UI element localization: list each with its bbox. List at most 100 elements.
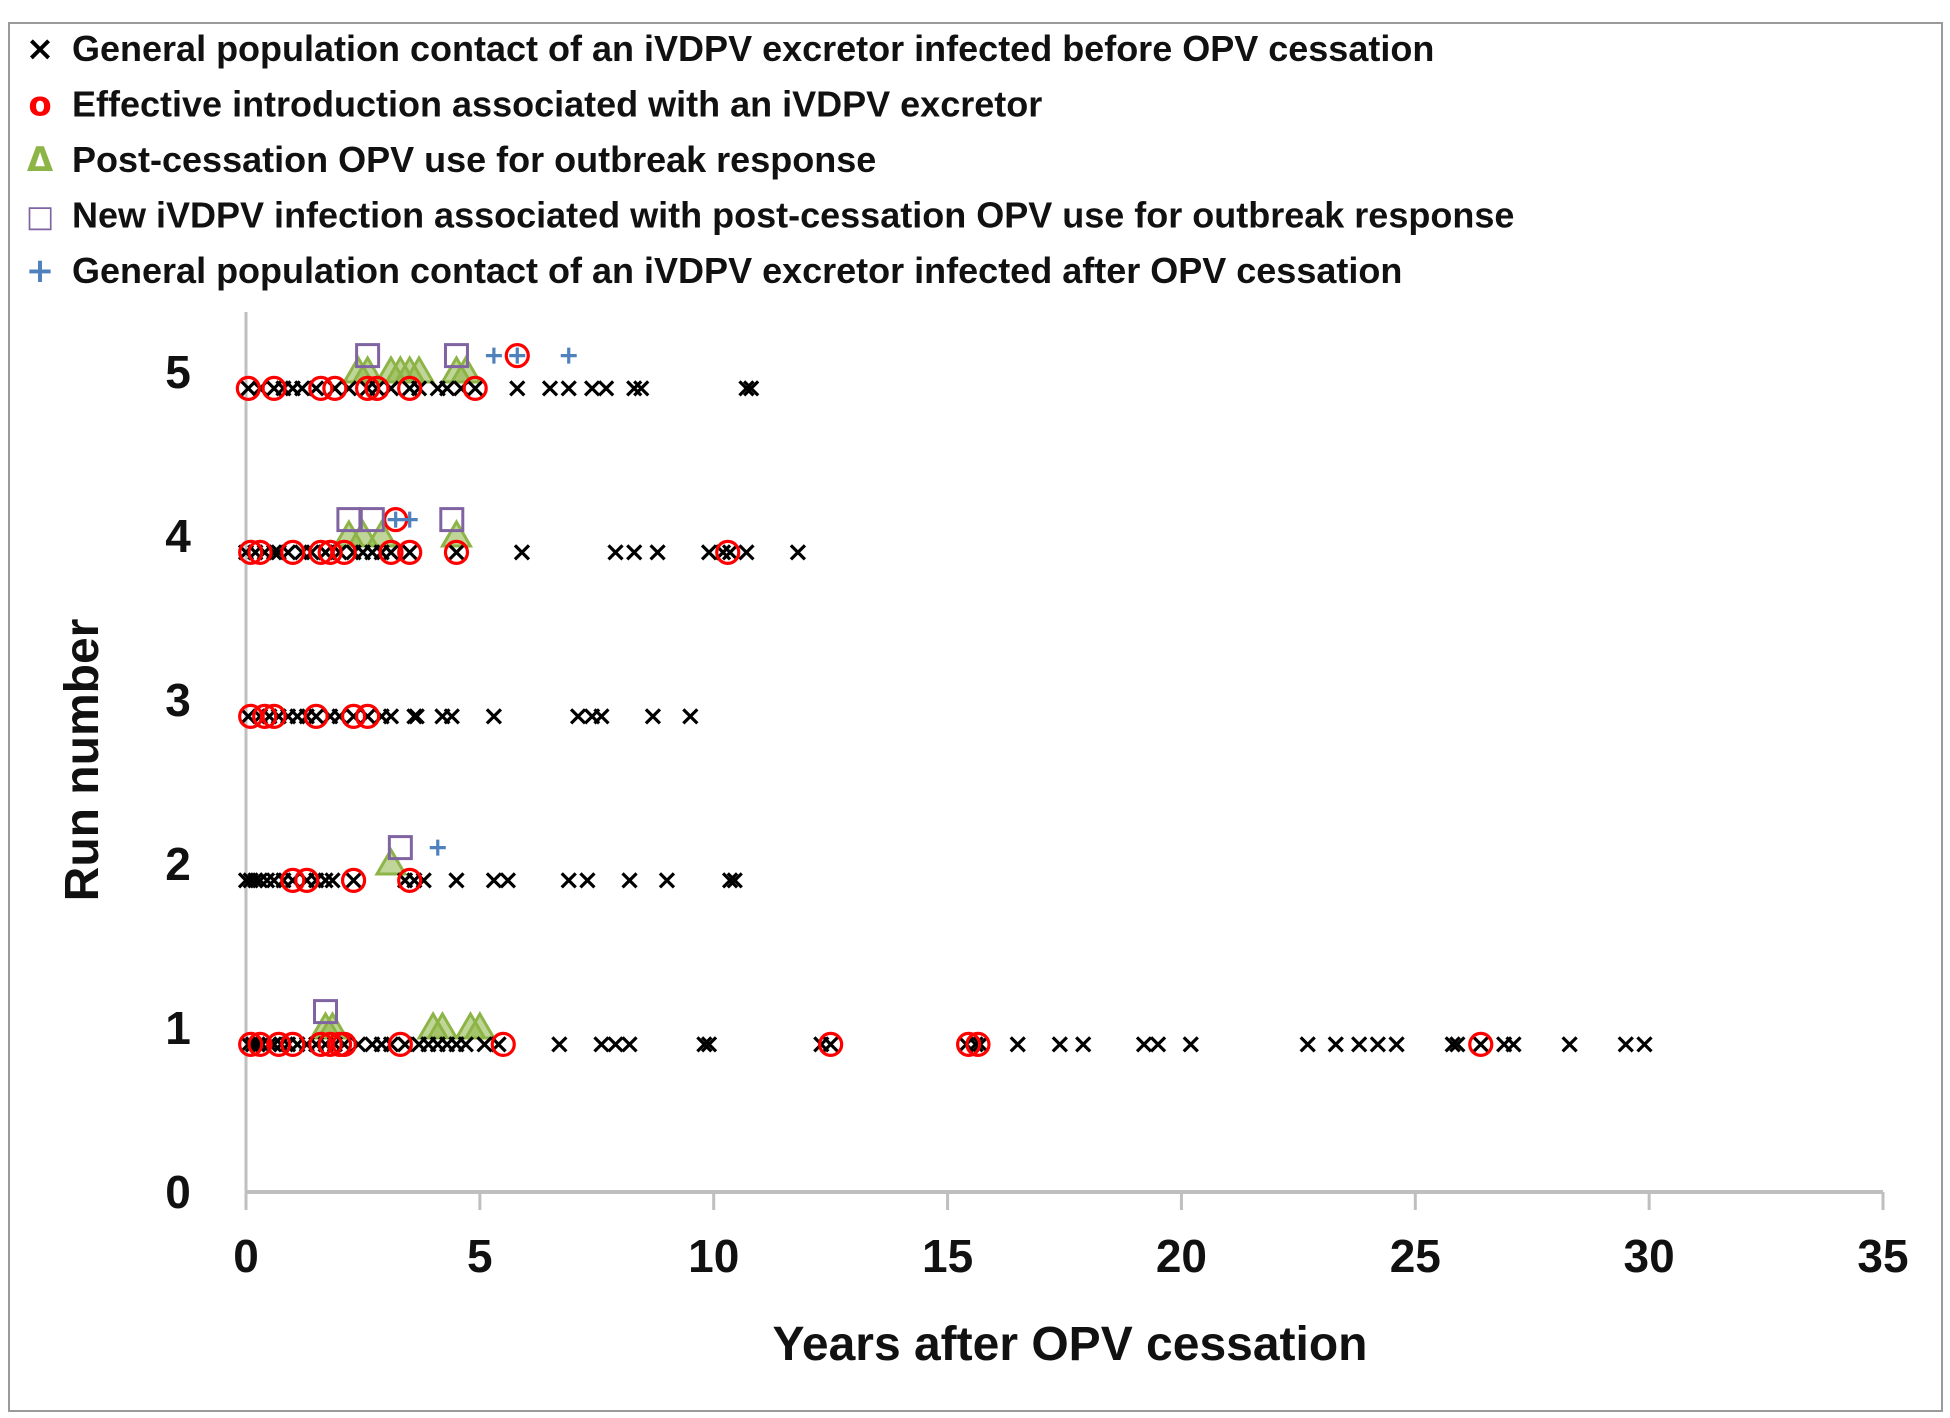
point-contact_before — [738, 544, 755, 561]
point-contact_before — [485, 708, 503, 725]
legend-item-opv_use: Δ Post-cessation OPV use for outbreak res… — [27, 139, 876, 180]
point-introduction — [364, 375, 390, 401]
point-contact_before — [467, 380, 484, 397]
point-introduction — [1468, 1031, 1494, 1058]
point-contact_before — [457, 1036, 474, 1053]
point-contact_before — [308, 708, 325, 725]
point-contact_before — [1051, 1036, 1068, 1053]
legend-symbol-x-icon: × — [26, 29, 55, 69]
point-contact_before — [593, 708, 610, 725]
point-contact_before — [293, 380, 311, 397]
point-contact_before — [541, 380, 559, 397]
x-tick-label: 10 — [688, 1230, 739, 1282]
legend: × General population contact of an iVDPV … — [26, 28, 1515, 291]
legend-symbol-square-icon: □ — [26, 200, 54, 235]
legend-item-contact_after: + General population contact of an iVDPV … — [26, 250, 1403, 291]
point-introduction — [294, 867, 320, 894]
point-introduction — [397, 375, 423, 401]
y-tick-label: 2 — [165, 838, 191, 890]
y-axis-title: Run number — [56, 619, 109, 902]
x-tick-label: 20 — [1156, 1230, 1207, 1282]
point-introduction — [956, 1031, 982, 1058]
point-contact_before — [410, 380, 428, 397]
point-new_ivdpv — [359, 507, 385, 533]
point-introduction — [378, 539, 404, 566]
point-contact_before — [1472, 1036, 1489, 1053]
point-contact_before — [560, 380, 577, 397]
legend-item-new_ivdpv: □ New iVDPV infection associated with pos… — [26, 195, 1515, 236]
point-introduction — [247, 539, 273, 566]
series-opv_use — [308, 355, 497, 1040]
y-tick-label: 3 — [165, 674, 191, 726]
point-contact_before — [303, 544, 320, 561]
legend-item-contact_before: × General population contact of an iVDPV … — [26, 28, 1435, 69]
point-introduction — [818, 1031, 844, 1058]
legend-symbol-triangle-icon: Δ — [27, 140, 54, 180]
point-contact_after — [485, 347, 502, 364]
x-tick-label: 25 — [1390, 1230, 1441, 1282]
point-new_ivdpv — [355, 343, 381, 369]
point-introduction — [261, 703, 287, 730]
point-contact_before — [1327, 1036, 1344, 1053]
point-contact_before — [1369, 1036, 1387, 1053]
point-contact_before — [789, 544, 807, 561]
point-contact_before — [1444, 1036, 1461, 1053]
point-contact_before — [317, 872, 334, 889]
y-tick-label: 5 — [165, 346, 191, 398]
point-contact_before — [633, 380, 650, 397]
legend-label: Post-cessation OPV use for outbreak resp… — [72, 139, 876, 180]
series-contact_after — [387, 347, 577, 856]
point-contact_before — [1135, 1036, 1153, 1053]
point-contact_before — [649, 544, 666, 561]
point-contact_before — [258, 872, 276, 889]
point-contact_before — [626, 380, 643, 397]
point-contact_before — [721, 544, 739, 561]
x-tick-label: 0 — [233, 1230, 259, 1282]
point-contact_before — [368, 380, 386, 397]
point-introduction — [317, 539, 343, 566]
point-contact_before — [247, 872, 264, 889]
point-contact_before — [382, 544, 400, 561]
point-contact_after — [429, 839, 446, 856]
point-introduction — [261, 375, 287, 401]
point-introduction — [965, 1031, 991, 1058]
point-introduction — [504, 343, 530, 369]
point-contact_before — [658, 872, 676, 889]
point-contact_before — [443, 708, 460, 725]
point-introduction — [443, 539, 470, 566]
point-contact_before — [721, 872, 739, 889]
point-introduction — [490, 1031, 516, 1058]
x-tick-label: 35 — [1857, 1230, 1908, 1282]
point-introduction — [340, 867, 367, 894]
point-introduction — [317, 1031, 343, 1058]
point-contact_before — [696, 1036, 713, 1053]
point-contact_before — [621, 1036, 638, 1053]
point-contact_before — [1149, 1036, 1167, 1053]
point-contact_before — [240, 380, 257, 397]
point-contact_before — [607, 544, 624, 561]
point-opv_use — [439, 519, 474, 548]
point-contact_before — [345, 872, 362, 889]
point-introduction — [280, 867, 306, 894]
legend-symbol-circle-icon: o — [28, 85, 51, 125]
point-introduction — [331, 1031, 357, 1058]
legend-label: General population contact of an iVDPV e… — [72, 250, 1402, 291]
point-introduction — [355, 703, 381, 730]
point-contact_before — [1075, 1036, 1092, 1053]
x-tick-label: 5 — [467, 1230, 493, 1282]
point-contact_before — [583, 380, 601, 397]
point-contact_before — [251, 872, 269, 889]
point-contact_after — [560, 347, 577, 364]
y-tick-label: 0 — [165, 1166, 191, 1218]
point-contact_before — [1351, 1036, 1368, 1053]
point-introduction — [387, 1031, 413, 1058]
point-introduction — [340, 703, 367, 730]
point-opv_use — [374, 847, 408, 876]
point-contact_before — [324, 872, 341, 889]
y-ticks: 0 1 2 3 4 5 — [165, 346, 191, 1218]
point-contact_before — [551, 1036, 568, 1053]
point-contact_before — [700, 544, 718, 561]
point-contact_before — [1505, 1036, 1522, 1053]
legend-symbol-plus-icon: + — [26, 251, 55, 291]
